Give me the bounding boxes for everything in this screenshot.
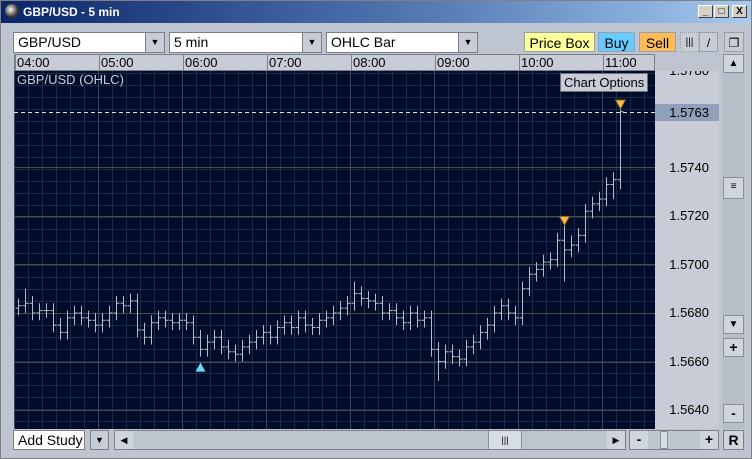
- app-logo-icon: [5, 4, 19, 18]
- sell-button[interactable]: Sell: [639, 32, 676, 52]
- zoom-out-button[interactable]: -: [630, 431, 648, 449]
- chevron-down-icon[interactable]: ▼: [458, 33, 477, 52]
- sell-signal-arrow-icon: [614, 99, 627, 111]
- time-label: 06:00: [183, 55, 218, 71]
- draw-line-tool-icon[interactable]: /: [699, 32, 718, 52]
- chart-background: [14, 71, 655, 429]
- time-label: 07:00: [267, 55, 302, 71]
- zoom-out-vertical-button[interactable]: -: [723, 404, 744, 423]
- price-axis[interactable]: 1.5780 1.5740 1.5720 1.5700 1.5680 1.5660 1.56…: [655, 71, 719, 429]
- sell-signal-arrow-icon: [558, 215, 571, 227]
- buy-button[interactable]: Buy: [598, 32, 635, 52]
- chevron-down-icon[interactable]: ▼: [302, 33, 321, 52]
- scroll-thumb[interactable]: |||: [488, 431, 522, 449]
- zoom-slider-thumb[interactable]: [660, 431, 668, 449]
- chevron-down-icon[interactable]: ▼: [145, 33, 164, 52]
- current-price-label: 1.5763: [655, 103, 719, 121]
- horizontal-scrollbar[interactable]: ◀ ||| ▶: [114, 430, 626, 450]
- horizontal-zoom-slider[interactable]: - +: [629, 430, 719, 450]
- scroll-right-icon[interactable]: ▶: [607, 431, 625, 449]
- time-axis: 04:00 05:00 06:00 07:00 08:00 09:00 10:00 11:00: [14, 54, 655, 71]
- price-label: 1.5720: [669, 208, 709, 223]
- vertical-scrollbar[interactable]: ▲ ≡ ▼ + -: [723, 54, 745, 429]
- price-box-button[interactable]: Price Box: [524, 32, 595, 52]
- add-study-button[interactable]: Add Study: [13, 430, 85, 450]
- price-label: 1.5780: [669, 71, 709, 78]
- detach-window-icon[interactable]: ❐: [724, 32, 744, 52]
- reset-button[interactable]: R: [723, 430, 744, 450]
- time-label: 09:00: [435, 55, 470, 71]
- symbol-value: GBP/USD: [18, 34, 82, 50]
- interval-value: 5 min: [174, 34, 209, 50]
- scroll-up-icon[interactable]: ▲: [723, 54, 744, 73]
- bottom-bar: Add Study ▼ ◀ ||| ▶ - + R: [1, 429, 751, 455]
- time-label: 05:00: [99, 55, 134, 71]
- price-label: 1.5740: [669, 159, 709, 175]
- minimize-button[interactable]: _: [698, 5, 713, 18]
- chart-type-value: OHLC Bar: [331, 34, 396, 50]
- title-bar: GBP/USD - 5 min _ □ X: [1, 1, 751, 23]
- maximize-button[interactable]: □: [714, 5, 729, 18]
- chart-options-button[interactable]: Chart Options: [560, 73, 649, 92]
- price-chart[interactable]: [14, 71, 655, 429]
- chart-type-select[interactable]: OHLC Bar ▼: [326, 32, 478, 53]
- time-label: 11:00: [603, 55, 637, 71]
- close-button[interactable]: X: [732, 5, 747, 18]
- window-title: GBP/USD - 5 min: [23, 5, 120, 19]
- time-label: 04:00: [15, 55, 50, 71]
- time-label: 08:00: [351, 55, 386, 71]
- price-label: 1.5660: [669, 353, 709, 369]
- chevron-down-icon[interactable]: ▼: [90, 430, 109, 450]
- bar-chart-tool-icon[interactable]: |||: [680, 32, 699, 52]
- interval-select[interactable]: 5 min ▼: [169, 32, 322, 53]
- symbol-select[interactable]: GBP/USD ▼: [13, 32, 165, 53]
- scroll-left-icon[interactable]: ◀: [115, 431, 133, 449]
- time-label: 10:00: [519, 55, 554, 71]
- price-label: 1.5680: [669, 305, 709, 320]
- price-label: 1.5700: [669, 256, 709, 272]
- chart-label: GBP/USD (OHLC): [17, 72, 124, 87]
- zoom-in-vertical-button[interactable]: +: [723, 338, 744, 357]
- scroll-thumb[interactable]: ≡: [723, 177, 744, 199]
- price-label: 1.5640: [669, 402, 709, 417]
- scroll-down-icon[interactable]: ▼: [723, 315, 744, 334]
- buy-signal-arrow-icon: [195, 362, 206, 372]
- zoom-in-button[interactable]: +: [700, 431, 718, 449]
